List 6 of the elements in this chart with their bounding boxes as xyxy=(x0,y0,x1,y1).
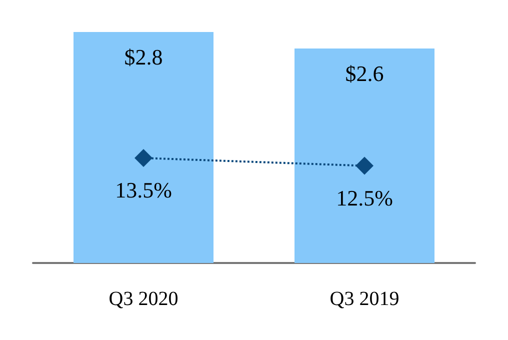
x-tick-label: Q3 2020 xyxy=(108,288,178,310)
data-label: $2.8 xyxy=(124,44,163,70)
data-label: 13.5% xyxy=(115,178,172,202)
data-label: $2.6 xyxy=(345,61,384,86)
x-tick-label: Q3 2019 xyxy=(330,288,400,310)
data-label: 12.5% xyxy=(336,185,393,210)
